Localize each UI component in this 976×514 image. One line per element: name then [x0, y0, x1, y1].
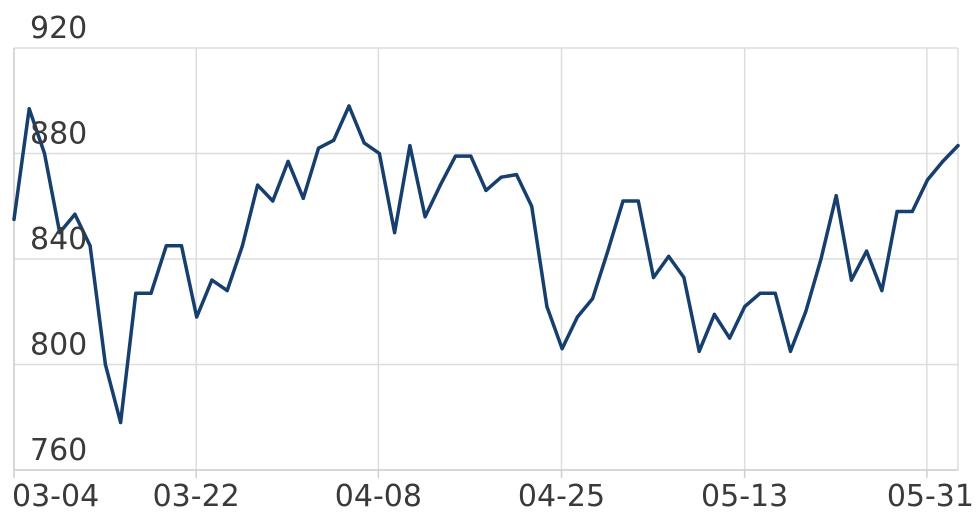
data-point: [590, 296, 595, 301]
y-tick-label: 920: [30, 11, 87, 46]
data-point: [103, 362, 107, 367]
data-point: [956, 143, 960, 148]
data-point: [332, 138, 336, 142]
y-tick-labels: 760 800 840 880 920: [30, 11, 87, 468]
data-point: [697, 349, 701, 353]
data-point: [438, 183, 442, 187]
axes: [13, 48, 959, 478]
data-point: [819, 257, 823, 261]
data-point: [788, 349, 793, 353]
data-point: [12, 217, 16, 222]
data-point: [453, 154, 458, 158]
data-point: [910, 209, 914, 214]
grid-lines: [13, 47, 958, 471]
data-point: [408, 143, 412, 148]
data-point: [271, 199, 275, 203]
data-point: [925, 178, 930, 182]
data-point: [712, 312, 716, 316]
data-point: [499, 175, 503, 179]
data-point: [575, 315, 579, 319]
data-point: [134, 291, 138, 295]
data-point: [73, 212, 77, 216]
data-point: [682, 275, 686, 280]
data-point: [240, 244, 244, 248]
x-tick-labels: 03-04 03-22 04-08 04-25 05-13 05-31: [12, 479, 974, 514]
data-point: [301, 196, 305, 200]
data-point: [484, 188, 488, 193]
data-point: [880, 289, 884, 293]
data-point: [758, 291, 762, 295]
data-point: [210, 278, 214, 282]
data-point: [545, 304, 549, 309]
data-point: [865, 249, 869, 253]
data-point: [179, 244, 184, 248]
data-point: [362, 141, 366, 145]
y-tick-label: 760: [30, 433, 87, 468]
data-point: [469, 154, 473, 158]
y-tick-label: 800: [30, 328, 87, 363]
data-point: [256, 183, 260, 187]
data-point: [651, 275, 656, 280]
data-point: [195, 315, 199, 319]
data-point: [728, 336, 732, 340]
data-point: [347, 104, 351, 108]
data-point: [743, 304, 747, 309]
data-point: [423, 215, 427, 219]
y-tick-label: 840: [30, 222, 87, 257]
data-point: [118, 420, 123, 425]
data-point: [149, 291, 153, 295]
data-point: [88, 244, 92, 248]
data-point: [530, 204, 534, 208]
data-point: [941, 159, 945, 164]
data-point: [560, 347, 564, 351]
data-point: [58, 231, 62, 235]
x-tick-label: 03-22: [153, 479, 240, 514]
y-tick-label: 880: [30, 117, 87, 152]
data-point: [804, 310, 808, 314]
data-point: [164, 244, 168, 248]
data-point: [636, 199, 640, 203]
series-layer: [12, 104, 960, 425]
data-point: [849, 278, 854, 282]
data-point: [667, 254, 671, 258]
x-tick-label: 05-31: [887, 479, 974, 514]
data-point: [621, 199, 625, 203]
data-point: [42, 151, 47, 156]
data-point: [834, 194, 838, 198]
data-point: [286, 159, 290, 164]
x-tick-label: 05-13: [701, 479, 788, 514]
data-point: [606, 249, 610, 253]
data-point: [895, 209, 899, 214]
data-point: [514, 173, 519, 177]
x-tick-label: 04-25: [518, 479, 605, 514]
data-point: [773, 291, 777, 295]
x-tick-label: 04-08: [335, 479, 422, 514]
data-point: [225, 289, 229, 293]
data-point: [27, 107, 31, 111]
data-point: [316, 146, 321, 150]
x-tick-label: 03-04: [12, 479, 99, 514]
data-point: [393, 231, 397, 235]
data-point: [377, 151, 382, 156]
